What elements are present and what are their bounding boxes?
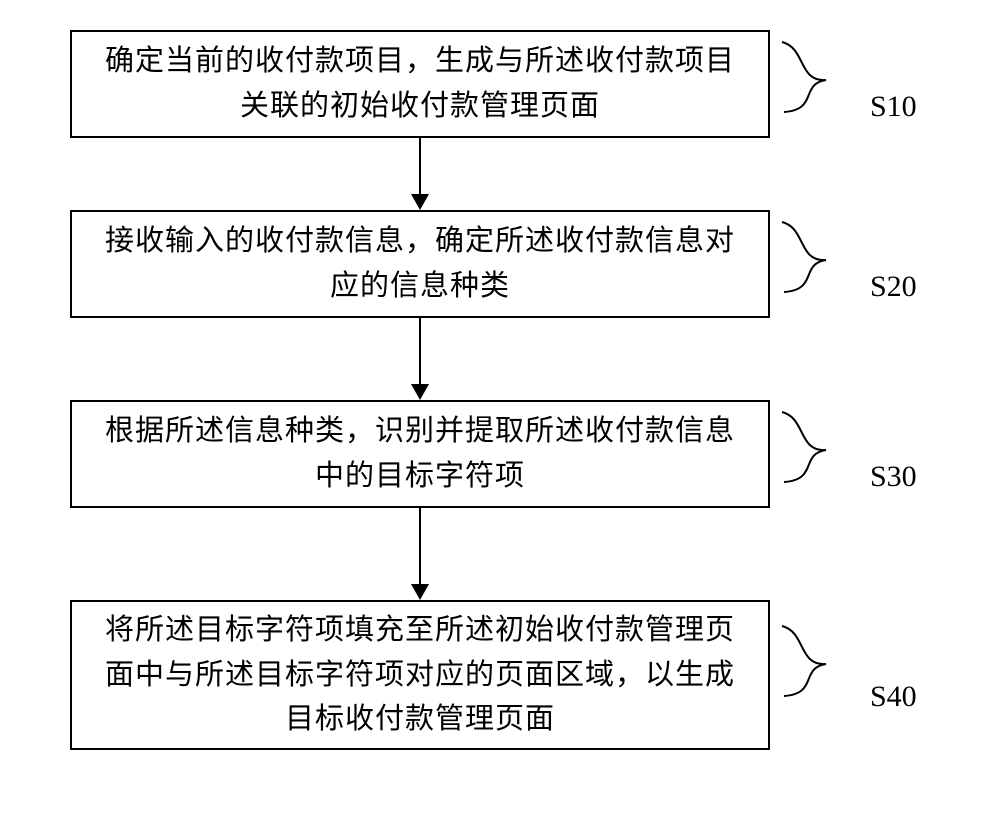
step-label-s40: S40 bbox=[870, 680, 917, 714]
step-text: 确定当前的收付款项目，生成与所述收付款项目关联的初始收付款管理页面 bbox=[92, 39, 748, 129]
brace-s30 bbox=[778, 408, 870, 486]
arrow-line-2 bbox=[419, 318, 421, 384]
step-box-s20: 接收输入的收付款信息，确定所述收付款信息对应的信息种类 bbox=[70, 210, 770, 318]
step-text: 根据所述信息种类，识别并提取所述收付款信息中的目标字符项 bbox=[92, 409, 748, 499]
step-label-s20: S20 bbox=[870, 270, 917, 304]
step-box-s40: 将所述目标字符项填充至所述初始收付款管理页面中与所述目标字符项对应的页面区域，以… bbox=[70, 600, 770, 750]
step-text: 将所述目标字符项填充至所述初始收付款管理页面中与所述目标字符项对应的页面区域，以… bbox=[92, 608, 748, 743]
step-label-s30: S30 bbox=[870, 460, 917, 494]
step-label-s10: S10 bbox=[870, 90, 917, 124]
step-text: 接收输入的收付款信息，确定所述收付款信息对应的信息种类 bbox=[92, 219, 748, 309]
step-box-s10: 确定当前的收付款项目，生成与所述收付款项目关联的初始收付款管理页面 bbox=[70, 30, 770, 138]
brace-s40 bbox=[778, 622, 870, 700]
arrow-line-1 bbox=[419, 138, 421, 194]
flowchart-canvas: 确定当前的收付款项目，生成与所述收付款项目关联的初始收付款管理页面 S10 接收… bbox=[0, 0, 1000, 839]
step-id: S20 bbox=[870, 270, 917, 303]
step-id: S10 bbox=[870, 90, 917, 123]
step-id: S40 bbox=[870, 680, 917, 713]
brace-s20 bbox=[778, 218, 870, 296]
step-box-s30: 根据所述信息种类，识别并提取所述收付款信息中的目标字符项 bbox=[70, 400, 770, 508]
step-id: S30 bbox=[870, 460, 917, 493]
arrow-line-3 bbox=[419, 508, 421, 584]
arrow-head-2 bbox=[411, 384, 429, 400]
arrow-head-3 bbox=[411, 584, 429, 600]
brace-s10 bbox=[778, 38, 870, 116]
arrow-head-1 bbox=[411, 194, 429, 210]
